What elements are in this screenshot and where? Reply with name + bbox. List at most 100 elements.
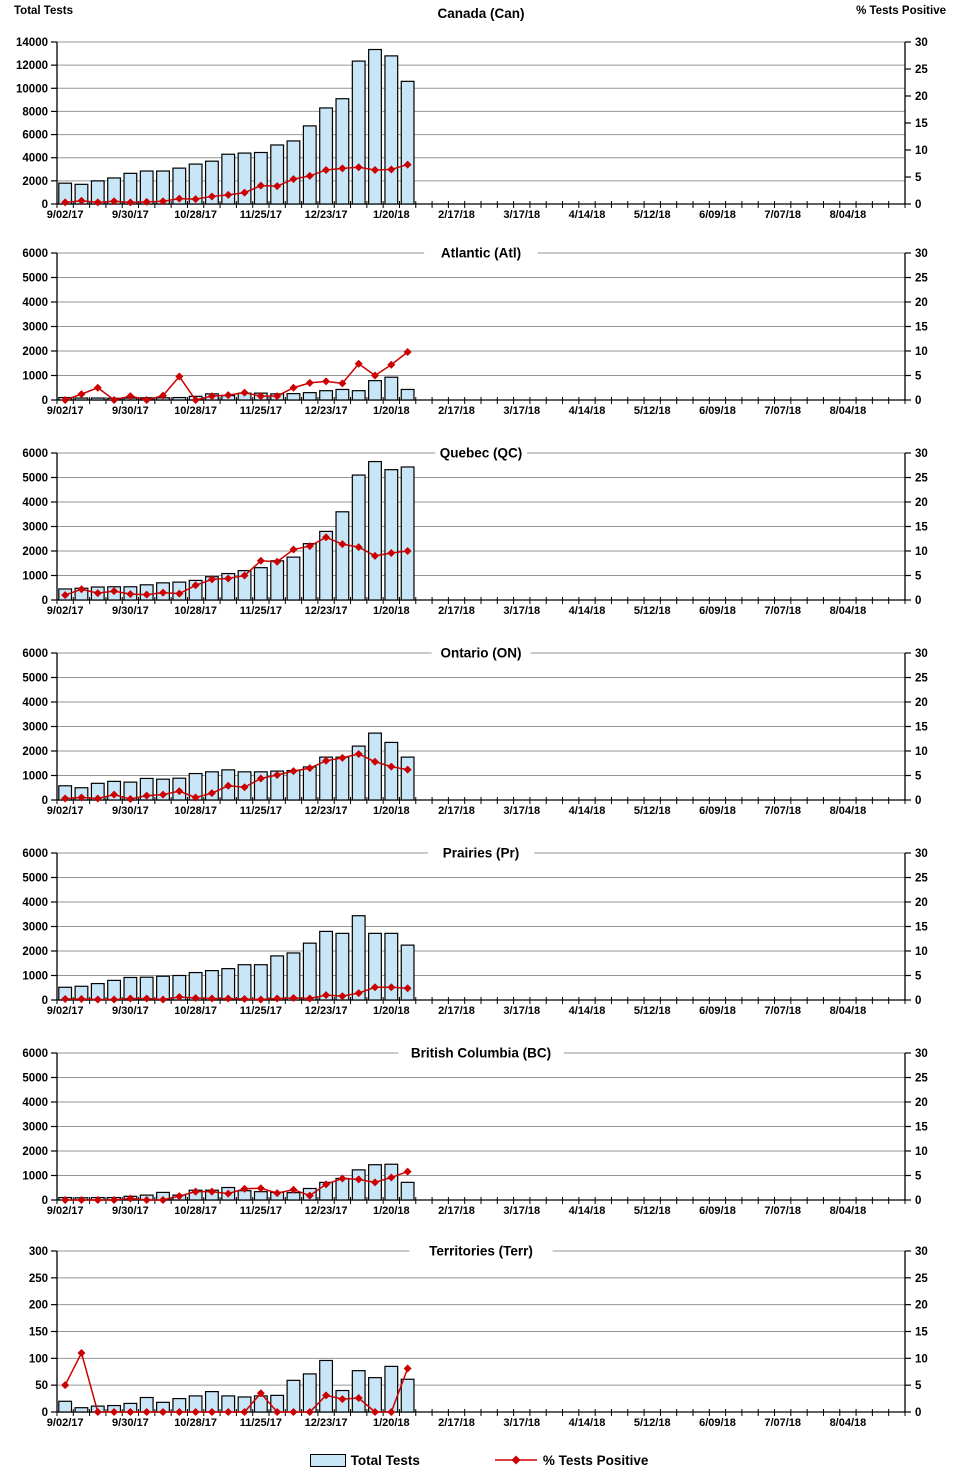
x-tick-label: 11/25/17 — [240, 1417, 282, 1429]
pct-line — [64, 536, 408, 596]
left-tick-label: 250 — [29, 1273, 48, 1285]
pct-point — [175, 194, 184, 203]
chart-canada: Total Tests % Tests Positive 0 2000 4000 60… — [0, 0, 958, 240]
pct-point — [191, 396, 200, 404]
pct-point — [387, 983, 396, 992]
x-tick-label: 7/07/18 — [764, 209, 801, 221]
bar — [335, 932, 350, 1001]
x-tick-label: 7/07/18 — [764, 1417, 801, 1429]
x-tick-label: 2/17/18 — [438, 209, 475, 221]
right-tick-label: 15 — [915, 1327, 928, 1339]
pct-point — [256, 1389, 265, 1398]
bar — [368, 380, 382, 401]
right-tick-label: 30 — [915, 248, 928, 260]
pct-point — [354, 543, 363, 552]
pct-point — [142, 590, 151, 599]
pct-point — [191, 793, 200, 802]
bar — [286, 1379, 301, 1413]
x-tick-label: 9/02/17 — [47, 405, 84, 417]
pct-line-series — [61, 983, 412, 1004]
x-tick-label: 8/04/18 — [830, 1205, 867, 1217]
right-tick-label: 20 — [915, 1097, 928, 1109]
bars-series — [58, 376, 415, 401]
pct-point — [354, 989, 363, 998]
left-tick-label: 0 — [42, 995, 48, 1007]
pct-point — [142, 1408, 151, 1416]
pct-point — [110, 1196, 119, 1204]
pct-point — [159, 391, 167, 400]
pct-point — [93, 794, 102, 803]
left-tick-label: 6000 — [22, 248, 48, 260]
pct-point — [387, 165, 396, 174]
x-tick-label: 4/14/18 — [569, 209, 606, 221]
x-tick-label: 6/09/18 — [699, 605, 736, 617]
pct-point — [240, 1184, 249, 1193]
x-tick-label: 2/17/18 — [438, 605, 475, 617]
bar — [351, 390, 366, 401]
right-tick-label: 30 — [915, 1048, 928, 1060]
bar — [221, 153, 236, 205]
bar — [368, 932, 382, 1001]
bar — [335, 511, 350, 601]
pct-point — [289, 383, 298, 392]
pct-point — [403, 160, 412, 169]
pct-point — [207, 1408, 216, 1416]
left-tick-label: 2000 — [22, 346, 48, 358]
pct-point — [305, 1408, 314, 1416]
right-tick-label: 25 — [915, 473, 928, 485]
pct-point — [207, 192, 216, 201]
pct-point — [273, 1408, 282, 1416]
right-tick-label: 0 — [915, 1195, 921, 1207]
left-tick-label: 6000 — [22, 848, 48, 860]
pct-point — [305, 171, 314, 180]
right-tick-label: 20 — [915, 897, 928, 909]
bar — [286, 393, 301, 401]
pct-point — [61, 1381, 70, 1390]
pct-point — [175, 372, 184, 381]
bar — [351, 1370, 366, 1413]
bar — [172, 396, 187, 401]
right-tick-label: 0 — [915, 395, 921, 407]
x-tick-label: 4/14/18 — [569, 1205, 606, 1217]
left-tick-label: 0 — [42, 199, 48, 211]
pct-line — [65, 753, 408, 800]
left-tick-label: 6000 — [22, 130, 48, 142]
bar — [253, 151, 268, 205]
x-tick-label: 1/20/18 — [373, 405, 410, 417]
left-tick-label: 1000 — [22, 1171, 48, 1183]
x-tick-label: 3/17/18 — [503, 209, 540, 221]
pct-point — [371, 983, 379, 992]
pct-point — [175, 1192, 184, 1201]
pct-point — [403, 347, 412, 356]
x-tick-label: 10/28/17 — [174, 1417, 217, 1429]
right-tick-label: 25 — [915, 1073, 928, 1085]
x-tick-label: 2/17/18 — [438, 805, 475, 817]
pct-point — [224, 391, 233, 400]
pct-point — [240, 388, 249, 397]
x-tick-label: 3/17/18 — [503, 805, 540, 817]
pct-point — [289, 1408, 298, 1416]
pct-point — [256, 1184, 265, 1193]
x-tick-label: 9/02/17 — [47, 805, 84, 817]
x-tick-label: 10/28/17 — [174, 1005, 217, 1017]
x-tick-label: 6/09/18 — [699, 1205, 736, 1217]
pct-point — [77, 585, 86, 594]
pct-point — [403, 984, 412, 993]
left-tick-label: 4000 — [22, 497, 48, 509]
pct-point — [256, 392, 265, 401]
left-tick-label: 12000 — [16, 60, 48, 72]
right-tick-label: 30 — [915, 1246, 928, 1258]
pct-point — [126, 1408, 135, 1416]
legend-item-total-tests: Total Tests — [309, 1453, 420, 1468]
pct-point — [338, 992, 347, 1001]
pct-point — [61, 794, 70, 803]
pct-point — [256, 181, 265, 190]
x-tick-label: 2/17/18 — [438, 1005, 475, 1017]
bar — [253, 964, 268, 1001]
bar — [400, 466, 415, 601]
pct-point — [387, 1173, 396, 1182]
pct-point — [354, 1394, 363, 1403]
right-tick-label: 25 — [915, 273, 928, 285]
x-tick-label: 12/23/17 — [305, 1205, 348, 1217]
